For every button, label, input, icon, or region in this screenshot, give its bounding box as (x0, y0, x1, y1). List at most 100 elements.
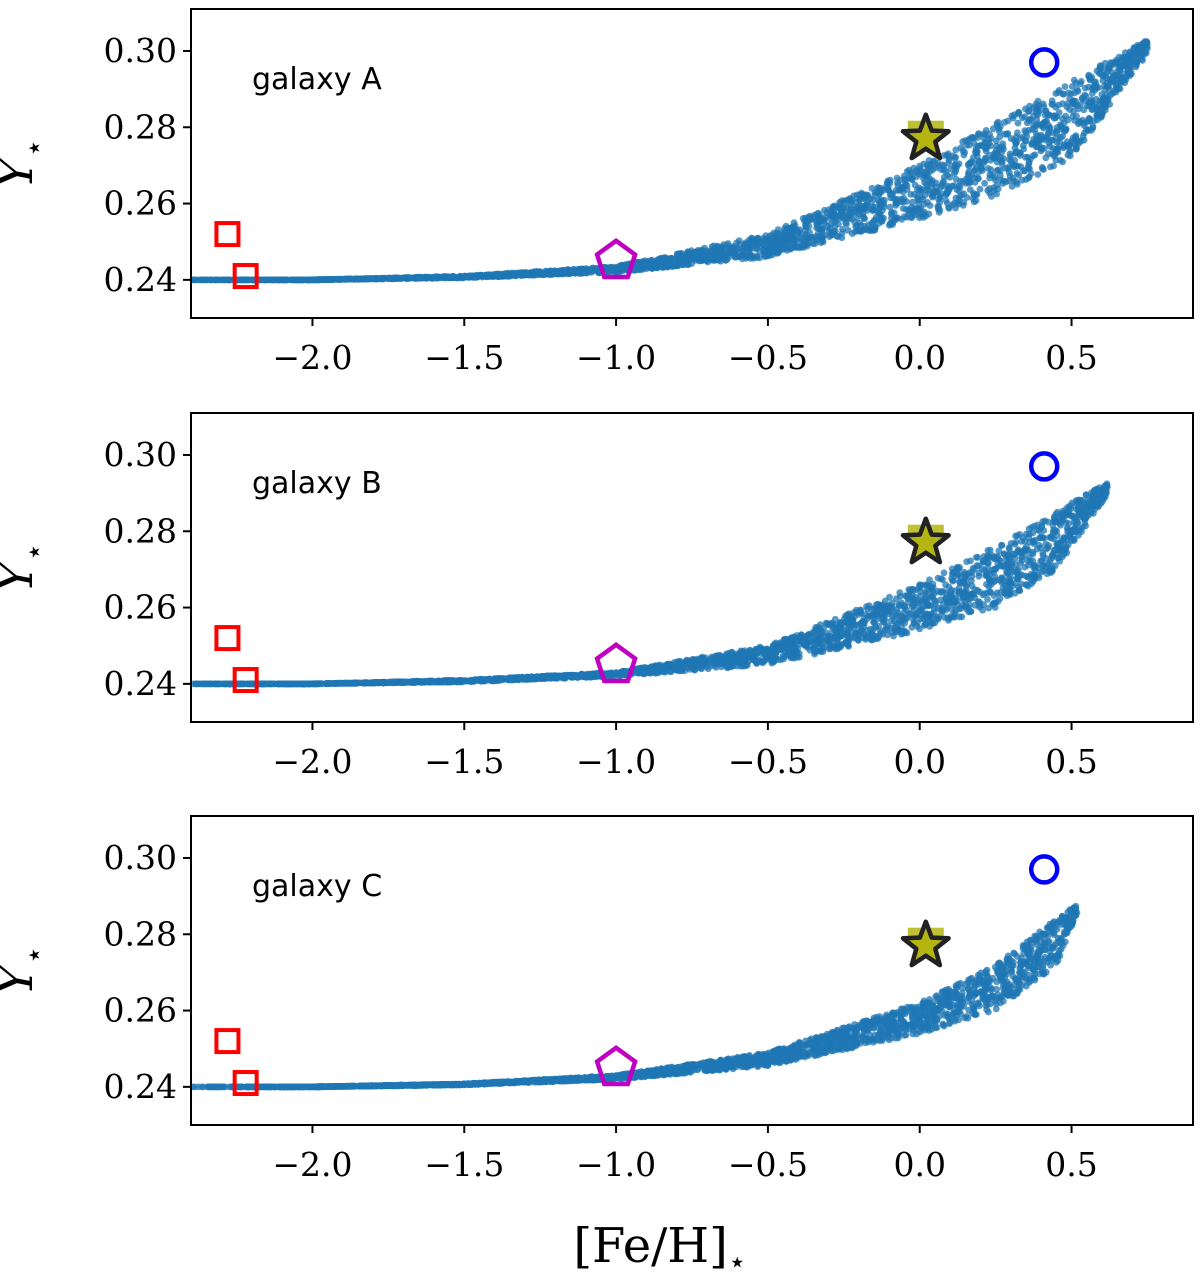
scatter-point (848, 215, 855, 223)
scatter-point (992, 176, 999, 184)
scatter-point (914, 193, 921, 200)
scatter-point (577, 269, 585, 277)
scatter-point (940, 173, 948, 181)
panel-1: −2.0 −1.5 −1.0 −0.5 0.0 0.50.240.260.280.30ga… (0, 8, 1194, 377)
scatter-point (787, 224, 795, 232)
scatter-point (566, 266, 573, 274)
scatter-point (384, 274, 391, 282)
scatter-point (956, 589, 963, 596)
scatter-point (481, 677, 489, 684)
scatter-point (1050, 162, 1057, 170)
scatter-point (1034, 171, 1042, 178)
scatter-point (1071, 89, 1078, 97)
scatter-point (886, 593, 893, 601)
scatter-point (957, 177, 964, 185)
scatter-point (890, 632, 897, 640)
scatter-point (1007, 579, 1015, 587)
scatter-point (588, 264, 596, 272)
scatter-point (871, 226, 879, 234)
scatter-point (934, 604, 942, 612)
red-square-1-marker (214, 221, 241, 248)
scatter-point (683, 256, 690, 263)
scatter-point (214, 276, 222, 284)
scatter-point (1053, 139, 1061, 146)
scatter-point (467, 272, 474, 280)
scatter-point (419, 678, 427, 686)
scatter-point (269, 276, 276, 284)
scatter-point (1093, 112, 1101, 120)
scatter-point (836, 619, 844, 627)
x-tick-label: −1.5 (424, 338, 504, 377)
scatter-point (896, 593, 904, 600)
scatter-point (832, 217, 840, 225)
scatter-point (980, 134, 988, 142)
scatter-point (525, 270, 532, 277)
scatter-point (762, 232, 770, 240)
scatter-point (964, 161, 972, 169)
scatter-point (845, 610, 853, 618)
scatter-point (1037, 544, 1044, 552)
y-axis-label-sub: ⋆ (17, 139, 52, 158)
scatter-point (670, 262, 678, 269)
scatter-point (476, 272, 484, 280)
x-tick-label: −1.0 (576, 338, 656, 377)
scatter-point (571, 269, 579, 277)
scatter-point (934, 614, 941, 622)
scatter-point (967, 557, 974, 565)
scatter-point (909, 198, 916, 206)
scatter-point (366, 275, 373, 282)
scatter-point (1026, 102, 1033, 110)
scatter-point (646, 664, 654, 671)
scatter-point (1142, 49, 1150, 57)
scatter-point (1072, 145, 1080, 153)
scatter-point (1085, 126, 1092, 134)
scatter-point (408, 274, 416, 282)
scatter-point (945, 583, 953, 591)
scatter-point (957, 144, 965, 152)
scatter-point (950, 613, 958, 620)
scatter-point (733, 245, 741, 253)
scatter-point (819, 224, 826, 232)
scatter-point (954, 572, 962, 580)
scatter-point (1049, 145, 1057, 152)
scatter-point (974, 175, 982, 183)
scatter-point (1090, 84, 1098, 91)
scatter-point (352, 679, 360, 687)
scatter-point (968, 172, 976, 180)
scatter-point (806, 646, 814, 654)
scatter-point (916, 165, 924, 173)
sun-star-marker (900, 112, 951, 161)
scatter-point (1015, 583, 1023, 591)
scatter-point (710, 659, 717, 667)
x-tick-label: −2.0 (272, 338, 352, 377)
scatter-point (716, 659, 724, 667)
scatter-point (849, 210, 857, 217)
scatter-point (1028, 523, 1036, 531)
scatter-point (1062, 519, 1070, 526)
scatter-point (1094, 487, 1102, 495)
scatter-point (1062, 512, 1070, 519)
magenta-pentagon-marker (594, 238, 638, 280)
scatter-point (809, 240, 817, 248)
scatter-point (470, 677, 478, 684)
scatter-point (978, 142, 985, 149)
scatter-point (1007, 567, 1015, 574)
scatter-point (987, 166, 995, 174)
red-square-2-marker (232, 263, 259, 290)
scatter-point (817, 233, 825, 241)
scatter-point (495, 272, 503, 279)
scatter-point (1051, 112, 1059, 120)
scatter-point (744, 244, 752, 252)
scatter-point (1068, 499, 1076, 507)
scatter-point (875, 622, 882, 630)
scatter-point (1062, 126, 1070, 134)
axes-frame (190, 8, 1194, 319)
scatter-point (892, 186, 900, 194)
scatter-point (1055, 554, 1063, 562)
scatter-point (1059, 158, 1066, 166)
scatter-point (827, 210, 835, 218)
scatter-point (993, 167, 1001, 175)
scatter-point (870, 619, 877, 626)
scatter-point (856, 195, 864, 203)
scatter-point (1018, 571, 1026, 579)
